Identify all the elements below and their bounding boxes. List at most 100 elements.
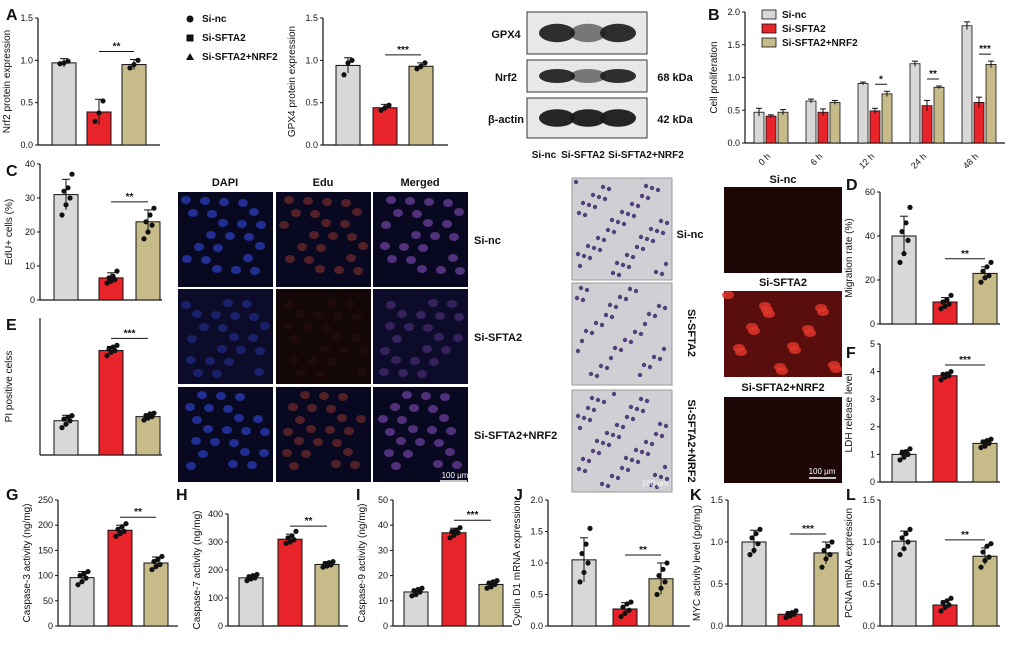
- nucleus: [285, 255, 295, 263]
- data-point: [65, 185, 71, 191]
- panel-letter: G: [6, 487, 18, 504]
- data-point: [61, 416, 67, 422]
- nucleus: [391, 356, 401, 364]
- microscopy-image: [373, 289, 468, 384]
- data-point: [905, 237, 911, 243]
- nucleus: [303, 197, 313, 205]
- blot-band-label: Nrf2: [495, 72, 517, 84]
- nucleus: [254, 368, 264, 376]
- blot-lane-label: Si-SFTA2+NRF2: [608, 150, 684, 161]
- migrated-cell: [583, 328, 589, 334]
- y-tick-label: 50: [378, 495, 388, 505]
- migrated-cell: [648, 482, 654, 488]
- y-tick-label: 250: [38, 495, 53, 505]
- nucleus: [385, 322, 395, 330]
- migrated-cell: [659, 433, 665, 439]
- legend-marker: [186, 53, 194, 60]
- migrated-cell: [576, 466, 582, 472]
- migrated-cell: [580, 200, 586, 206]
- panel-letter: K: [690, 487, 702, 504]
- data-point: [85, 568, 91, 575]
- bar-si-sfta2: [921, 105, 933, 144]
- migrated-cell: [609, 473, 615, 479]
- data-point: [77, 573, 83, 579]
- data-point: [948, 369, 954, 375]
- bar-si-sfta2-nrf2: [972, 555, 998, 627]
- nucleus: [406, 256, 416, 264]
- panel-a1: 0.0 0.5 1.0 1.5 Nrf2 protein expression **: [2, 13, 160, 150]
- nucleus: [219, 198, 229, 206]
- bar-si-sfta2-nrf2: [777, 111, 789, 144]
- data-point: [825, 543, 831, 549]
- nucleus: [182, 255, 192, 263]
- nucleus: [452, 461, 462, 469]
- data-point: [938, 306, 944, 312]
- migrated-cell: [641, 362, 647, 368]
- data-point: [61, 188, 67, 194]
- migrated-cell: [658, 218, 664, 224]
- data-point: [494, 578, 500, 584]
- scale-bar-label: 100 μm: [442, 471, 469, 480]
- nucleus: [186, 462, 196, 470]
- data-point: [69, 413, 75, 419]
- migrated-cell: [575, 413, 581, 419]
- nucleus: [186, 356, 196, 364]
- migrated-cell: [657, 421, 663, 427]
- nucleus: [259, 449, 269, 457]
- nucleus: [343, 448, 353, 456]
- data-point: [899, 535, 905, 541]
- bar-si-sfta2-nrf2: [135, 416, 161, 456]
- migrated-cell: [637, 372, 643, 378]
- nucleus: [421, 392, 431, 400]
- data-point: [293, 528, 299, 534]
- migrated-cell: [621, 221, 627, 227]
- data-point: [903, 449, 909, 455]
- migrated-cell: [581, 415, 587, 421]
- panel-letter: L: [846, 487, 856, 504]
- data-point: [151, 558, 157, 565]
- y-tick-label: 0.5: [727, 105, 740, 115]
- data-point: [113, 533, 119, 539]
- y-axis-label: Cyclin D1 mRNA expression: [512, 500, 523, 626]
- data-point: [942, 303, 948, 309]
- nucleus: [397, 416, 407, 424]
- nucleus: [455, 267, 465, 275]
- nucleus: [192, 416, 202, 424]
- ldh-row-label: Si-SFTA2: [759, 277, 807, 289]
- migrated-cell: [597, 247, 603, 253]
- migrated-cell: [595, 235, 601, 241]
- nucleus: [405, 197, 415, 205]
- data-point: [944, 371, 950, 377]
- bar-si-sfta2-nrf2: [829, 101, 841, 144]
- data-point: [486, 580, 492, 586]
- data-point: [119, 524, 125, 530]
- ldh-signal: [815, 304, 827, 312]
- migrated-cell: [576, 210, 582, 216]
- migrated-cell: [604, 430, 610, 436]
- bar-si-nc: [69, 577, 95, 627]
- data-point: [829, 539, 835, 545]
- y-tick-label: 2.0: [530, 495, 543, 505]
- data-point: [141, 236, 147, 242]
- y-tick-label: 0.5: [862, 579, 875, 589]
- data-point: [65, 414, 71, 420]
- migrated-cell: [601, 237, 607, 243]
- bar-si-nc: [403, 591, 429, 627]
- migrated-cell: [662, 464, 668, 470]
- data-point: [96, 110, 102, 116]
- data-point: [940, 299, 946, 305]
- migrated-cell: [649, 185, 655, 191]
- y-tick-label: 0.0: [305, 140, 318, 150]
- nucleus: [238, 199, 248, 207]
- nucleus: [295, 310, 305, 318]
- data-point: [980, 549, 986, 555]
- ldh-signal: [802, 325, 814, 333]
- data-point: [131, 61, 137, 68]
- migrated-cell: [605, 227, 611, 233]
- transwell-grid: Si-nc Si-SFTA2 Si-SFTA2+NRF2 100 μm: [571, 177, 703, 493]
- nucleus: [417, 370, 427, 378]
- data-point: [897, 457, 903, 463]
- migrated-cell: [663, 423, 669, 429]
- y-axis-label: PI positive celss: [4, 351, 15, 423]
- data-point: [457, 525, 463, 531]
